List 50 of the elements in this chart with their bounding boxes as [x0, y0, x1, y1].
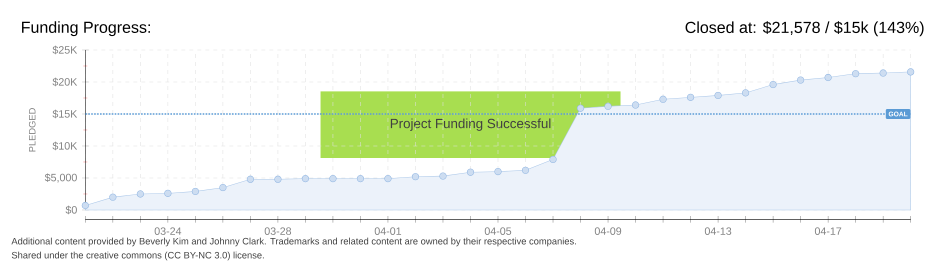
point — [466, 168, 474, 176]
point — [907, 68, 914, 76]
point — [852, 70, 860, 78]
x-tick-label: 03-24 — [154, 227, 182, 235]
point — [880, 69, 887, 77]
point — [109, 194, 116, 201]
point — [274, 176, 282, 183]
x-tick-label: 04-05 — [484, 227, 512, 235]
y-tick-label: $0 — [66, 206, 77, 214]
point — [576, 104, 584, 112]
x-tick-label: 04-01 — [374, 227, 402, 235]
y-tick-label: $25K — [52, 46, 78, 54]
chart-title: Funding Progress: — [22, 21, 150, 36]
point — [384, 175, 392, 182]
point — [742, 89, 750, 96]
y-axis-title: PLEDGED — [28, 108, 36, 152]
x-tick-label: 04-17 — [814, 227, 842, 235]
point — [356, 175, 364, 182]
point — [82, 202, 89, 210]
x-tick-label: 03-28 — [264, 227, 292, 235]
point — [659, 96, 667, 103]
point — [494, 168, 502, 176]
point — [164, 190, 172, 197]
point — [302, 175, 310, 182]
point — [329, 175, 337, 182]
y-tick-label: $20K — [52, 78, 78, 86]
point — [797, 76, 804, 84]
y-tick-label: $15K — [52, 110, 78, 118]
point — [824, 74, 832, 82]
point — [136, 190, 144, 198]
text: Additional content provided by Beverly Kim and Johnny Clark. Trademarks and related content are owned by their respective companies. — [11, 238, 576, 246]
x-tick-label: 04-09 — [594, 227, 622, 235]
point — [246, 176, 254, 183]
chart-subtitle: Closed at: $21,578 / $15k (143%) — [686, 21, 924, 36]
y-tick-label: $5,000 — [44, 173, 77, 183]
point — [412, 173, 420, 180]
point — [686, 94, 694, 101]
point — [632, 101, 640, 109]
x-tick-label: 04-13 — [704, 227, 732, 235]
point — [714, 92, 722, 100]
y-tick-label: $10K — [52, 142, 78, 150]
text: Shared under the creative commons (CC BY-NC 3.0) license. — [12, 252, 264, 260]
point — [439, 172, 447, 180]
point — [192, 188, 199, 196]
point — [219, 184, 227, 192]
point — [549, 156, 557, 164]
point — [769, 80, 777, 88]
point — [604, 102, 612, 110]
annotation: Project Funding Successful — [390, 118, 550, 131]
point — [522, 166, 530, 174]
